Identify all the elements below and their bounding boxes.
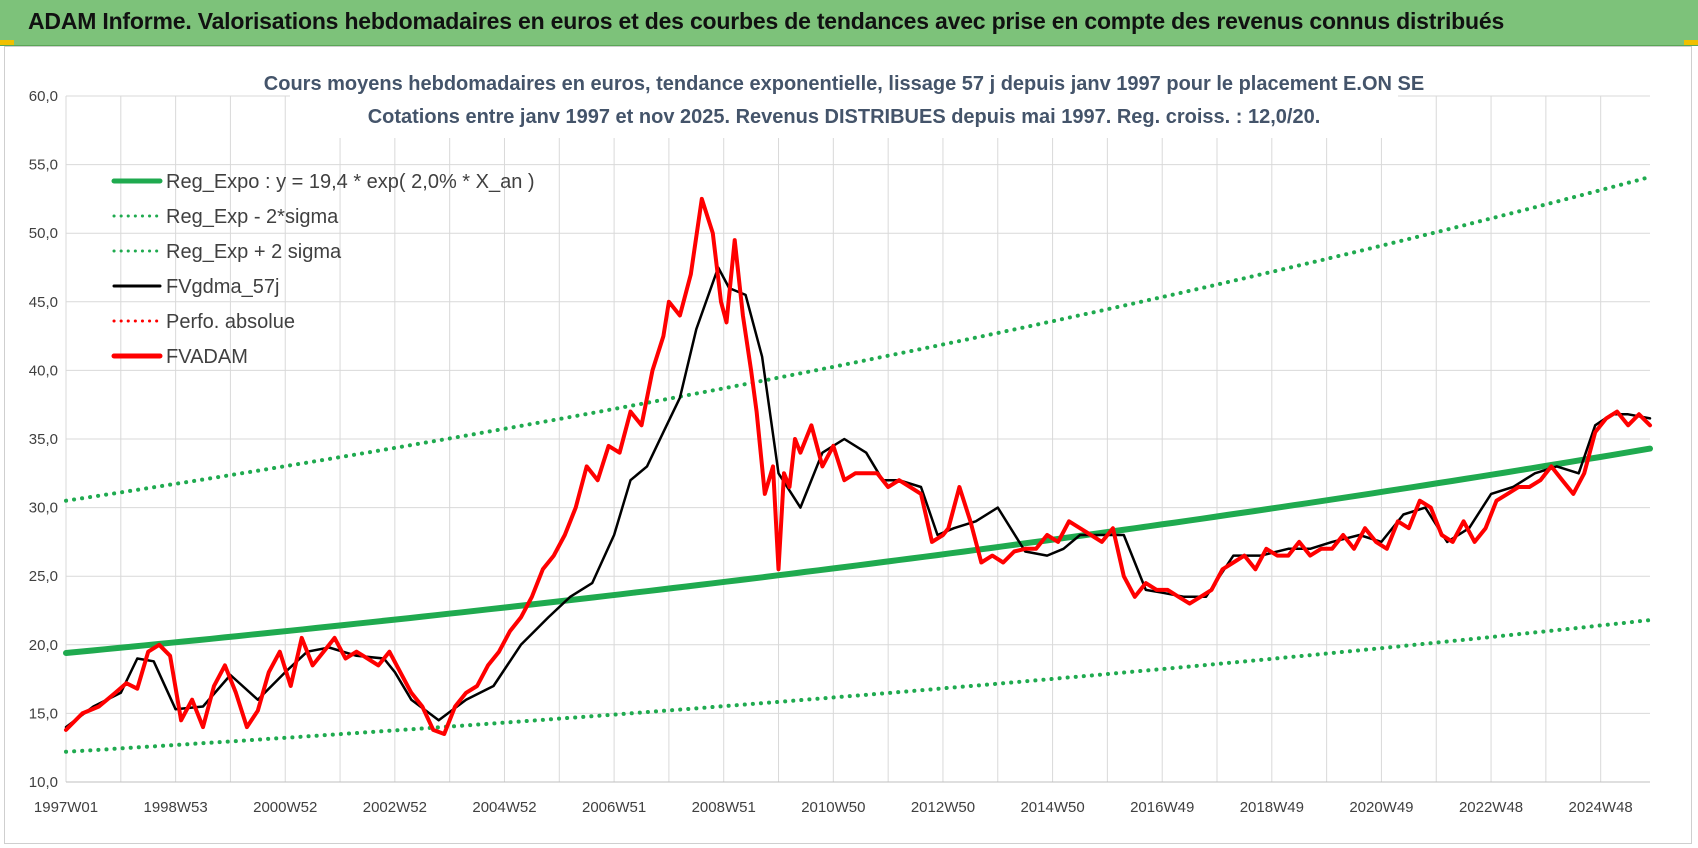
y-tick-label: 25,0 bbox=[29, 568, 58, 585]
y-tick-label: 45,0 bbox=[29, 294, 58, 311]
x-tick-label: 2022W48 bbox=[1459, 799, 1523, 816]
legend-label-3: FVgdma_57j bbox=[166, 276, 279, 298]
series-line-0 bbox=[63, 445, 1653, 656]
x-tick-label: 1997W01 bbox=[34, 799, 98, 816]
series-layer bbox=[63, 174, 1653, 754]
series-line-1 bbox=[64, 618, 1652, 754]
legend-label-4: Perfo. absolue bbox=[166, 311, 295, 333]
y-axis-ticks: 10,0 15,0 20,0 25,0 30,0 35,0 40,0 45,0 50,0 55,0… bbox=[29, 88, 58, 791]
title-background bbox=[290, 64, 1398, 138]
x-tick-label: 2018W49 bbox=[1240, 799, 1304, 816]
chart-frame bbox=[4, 46, 1692, 844]
x-tick-label: 2004W52 bbox=[472, 799, 536, 816]
y-tick-label: 60,0 bbox=[29, 88, 58, 105]
x-tick-label: 1998W53 bbox=[144, 799, 208, 816]
legend: Reg_Expo : y = 19,4 * exp( 2,0% * X_an )… bbox=[111, 171, 535, 368]
x-tick-label: 2012W50 bbox=[911, 799, 975, 816]
y-tick-label: 35,0 bbox=[29, 431, 58, 448]
x-tick-label: 2008W51 bbox=[692, 799, 756, 816]
legend-label-1: Reg_Exp - 2*sigma bbox=[166, 206, 339, 228]
grid bbox=[65, 95, 1650, 783]
y-tick-label: 40,0 bbox=[29, 362, 58, 379]
y-tick-label: 55,0 bbox=[29, 157, 58, 174]
y-tick-label: 15,0 bbox=[29, 705, 58, 722]
y-tick-label: 10,0 bbox=[29, 774, 58, 791]
x-tick-label: 2014W50 bbox=[1020, 799, 1084, 816]
series-line-3 bbox=[64, 266, 1652, 729]
corner-marker-left bbox=[0, 40, 14, 45]
series-line-2 bbox=[64, 174, 1652, 503]
legend-label-0: Reg_Expo : y = 19,4 * exp( 2,0% * X_an ) bbox=[166, 171, 535, 193]
y-tick-label: 20,0 bbox=[29, 637, 58, 654]
x-tick-label: 2024W48 bbox=[1569, 799, 1633, 816]
x-axis-ticks: 1997W01 1998W53 2000W52 2002W52 2004W52 2006W… bbox=[34, 799, 1633, 816]
series-line-5 bbox=[64, 196, 1652, 736]
x-tick-label: 2006W51 bbox=[582, 799, 646, 816]
banner-title: ADAM Informe. Valorisations hebdomadaire… bbox=[28, 8, 1505, 34]
x-tick-label: 2002W52 bbox=[363, 799, 427, 816]
x-tick-label: 2016W49 bbox=[1130, 799, 1194, 816]
x-tick-label: 2010W50 bbox=[801, 799, 865, 816]
legend-label-2: Reg_Exp + 2 sigma bbox=[166, 241, 342, 263]
chart-title-line2: Cotations entre janv 1997 et nov 2025. R… bbox=[368, 106, 1321, 128]
x-tick-label: 2020W49 bbox=[1349, 799, 1413, 816]
y-tick-label: 50,0 bbox=[29, 225, 58, 242]
corner-marker-right bbox=[1684, 40, 1698, 45]
y-tick-label: 30,0 bbox=[29, 500, 58, 517]
legend-label-5: FVADAM bbox=[166, 346, 248, 368]
banner: ADAM Informe. Valorisations hebdomadaire… bbox=[0, 0, 1698, 46]
chart-title-line1: Cours moyens hebdomadaires en euros, ten… bbox=[264, 73, 1424, 95]
x-tick-label: 2000W52 bbox=[253, 799, 317, 816]
